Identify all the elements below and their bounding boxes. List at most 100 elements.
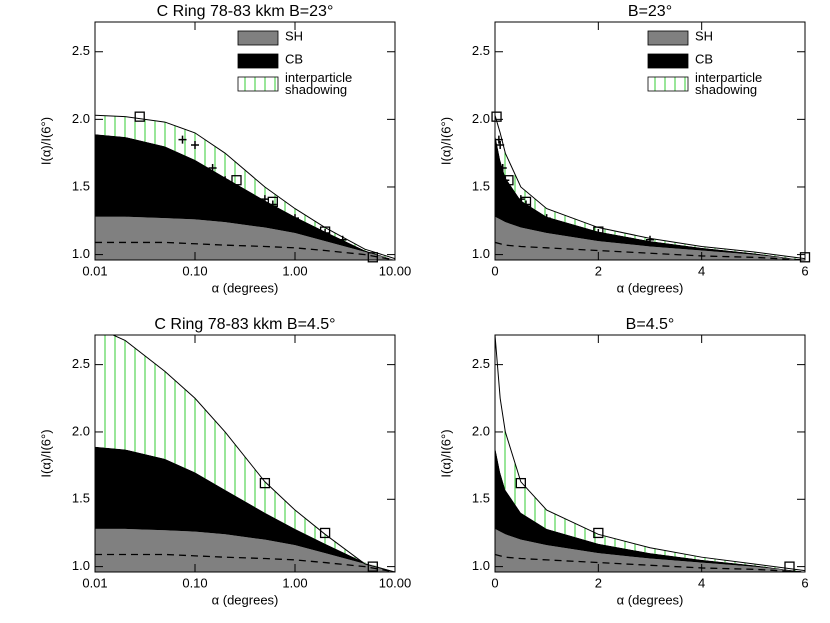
x-tick-label: 6 bbox=[801, 263, 808, 278]
area bbox=[95, 446, 395, 572]
plus-marker bbox=[496, 141, 505, 150]
x-tick-label: 1.00 bbox=[282, 575, 307, 590]
square-marker bbox=[367, 252, 378, 263]
x-tick-label: 0.01 bbox=[82, 263, 107, 278]
square-marker bbox=[231, 175, 242, 186]
plus-marker bbox=[646, 235, 654, 244]
legend-label: CB bbox=[285, 51, 303, 66]
panel: 0 2 4 6 1.0 1.5 2.0 2.5 B=23° α (degrees) I(α)/I(6… bbox=[438, 3, 811, 295]
legend-swatch bbox=[647, 53, 689, 69]
x-tick-label: 0 bbox=[491, 575, 498, 590]
panel: 0 2 4 6 1.0 1.5 2.0 2.5 B=4.5° α (degrees) I(α)/I(… bbox=[438, 316, 808, 607]
y-tick-label: 2.5 bbox=[472, 356, 490, 371]
square-marker bbox=[319, 527, 331, 539]
area bbox=[495, 134, 805, 260]
y-tick-label: 2.0 bbox=[72, 423, 90, 438]
plus-marker bbox=[338, 235, 347, 244]
axes-frame bbox=[94, 21, 396, 261]
square-marker bbox=[784, 561, 795, 572]
y-tick-label: 2.5 bbox=[72, 356, 90, 371]
plus-marker bbox=[208, 164, 217, 173]
chart-title: C Ring 78-83 kkm B=23° bbox=[157, 3, 334, 20]
chart-title: C Ring 78-83 kkm B=4.5° bbox=[154, 316, 335, 333]
x-axis-label: α (degrees) bbox=[617, 280, 684, 295]
dashed-line bbox=[95, 241, 395, 260]
x-tick-label: 10.00 bbox=[379, 263, 412, 278]
area bbox=[95, 216, 395, 260]
y-tick-label: 1.5 bbox=[472, 491, 490, 506]
y-axis-label: I(α)/I(6°) bbox=[38, 117, 53, 165]
x-tick-label: 2 bbox=[595, 263, 602, 278]
plus-marker bbox=[498, 164, 507, 173]
plot-area bbox=[495, 335, 805, 572]
y-axis-label: I(α)/I(6°) bbox=[38, 429, 53, 477]
legend-label: CB bbox=[695, 51, 713, 66]
x-tick-label: 0.10 bbox=[182, 575, 207, 590]
plus-marker bbox=[501, 176, 510, 185]
legend-label: SH bbox=[285, 28, 303, 43]
y-tick-label: 2.5 bbox=[472, 43, 490, 58]
square-marker bbox=[491, 111, 502, 122]
axes-frame bbox=[494, 21, 806, 261]
plus-marker bbox=[178, 135, 187, 144]
y-tick-label: 1.0 bbox=[72, 558, 90, 573]
plot-area bbox=[95, 335, 395, 572]
plus-marker bbox=[542, 214, 551, 223]
plus-marker bbox=[268, 200, 277, 209]
x-tick-label: 4 bbox=[698, 575, 705, 590]
hatch-area bbox=[95, 335, 395, 572]
x-tick-label: 0.10 bbox=[182, 263, 207, 278]
plus-marker bbox=[221, 176, 230, 185]
plus-marker bbox=[191, 141, 199, 150]
x-tick-label: 1.00 bbox=[282, 263, 307, 278]
y-tick-label: 1.0 bbox=[472, 558, 490, 573]
legend-swatch bbox=[647, 30, 689, 46]
y-tick-label: 1.5 bbox=[472, 178, 490, 193]
square-marker bbox=[515, 477, 526, 489]
y-tick-label: 1.0 bbox=[72, 246, 90, 261]
legend-label: SH bbox=[695, 28, 713, 43]
hatch-area bbox=[495, 115, 805, 260]
area bbox=[95, 528, 395, 572]
x-axis-label: α (degrees) bbox=[212, 592, 279, 607]
total-line bbox=[95, 114, 395, 260]
dashed-line bbox=[495, 553, 805, 572]
plus-marker bbox=[291, 214, 299, 223]
x-tick-label: 0.01 bbox=[82, 575, 107, 590]
axes-frame bbox=[94, 334, 396, 573]
legend-swatch bbox=[237, 53, 279, 69]
plot-area bbox=[495, 115, 805, 260]
square-marker bbox=[134, 111, 145, 122]
plus-marker bbox=[321, 228, 330, 237]
y-tick-label: 2.0 bbox=[72, 111, 90, 126]
y-tick-label: 2.0 bbox=[472, 111, 490, 126]
legend-swatch bbox=[237, 76, 279, 92]
area bbox=[495, 446, 805, 572]
plus-marker bbox=[245, 192, 254, 201]
axes-frame bbox=[494, 334, 806, 573]
square-marker bbox=[259, 477, 271, 489]
chart-title: B=4.5° bbox=[626, 316, 675, 333]
chart-title: B=23° bbox=[628, 3, 672, 20]
panel: 0.01 0.10 1.00 10.00 1.0 1.5 2.0 2.5 C Ring 78-8… bbox=[38, 316, 411, 607]
y-tick-label: 1.0 bbox=[472, 246, 490, 261]
square-marker bbox=[593, 527, 604, 539]
y-tick-label: 2.5 bbox=[72, 43, 90, 58]
legend-swatch bbox=[647, 76, 689, 92]
legend-label: interparticle shadowing bbox=[285, 70, 352, 97]
x-tick-label: 6 bbox=[801, 575, 808, 590]
plus-marker bbox=[509, 192, 518, 201]
x-axis-label: α (degrees) bbox=[212, 280, 279, 295]
plus-marker bbox=[594, 228, 603, 237]
y-tick-label: 1.5 bbox=[72, 491, 90, 506]
y-axis-label: I(α)/I(6°) bbox=[438, 429, 453, 477]
panel: 0.01 0.10 1.00 10.00 1.0 1.5 2.0 2.5 C Ring 78-8… bbox=[38, 3, 411, 295]
x-axis-label: α (degrees) bbox=[617, 592, 684, 607]
total-line bbox=[495, 335, 805, 572]
x-tick-label: 4 bbox=[698, 263, 705, 278]
total-line bbox=[495, 115, 805, 260]
total-line bbox=[111, 335, 395, 572]
y-tick-label: 1.5 bbox=[72, 178, 90, 193]
legend-label: interparticle shadowing bbox=[695, 70, 762, 97]
